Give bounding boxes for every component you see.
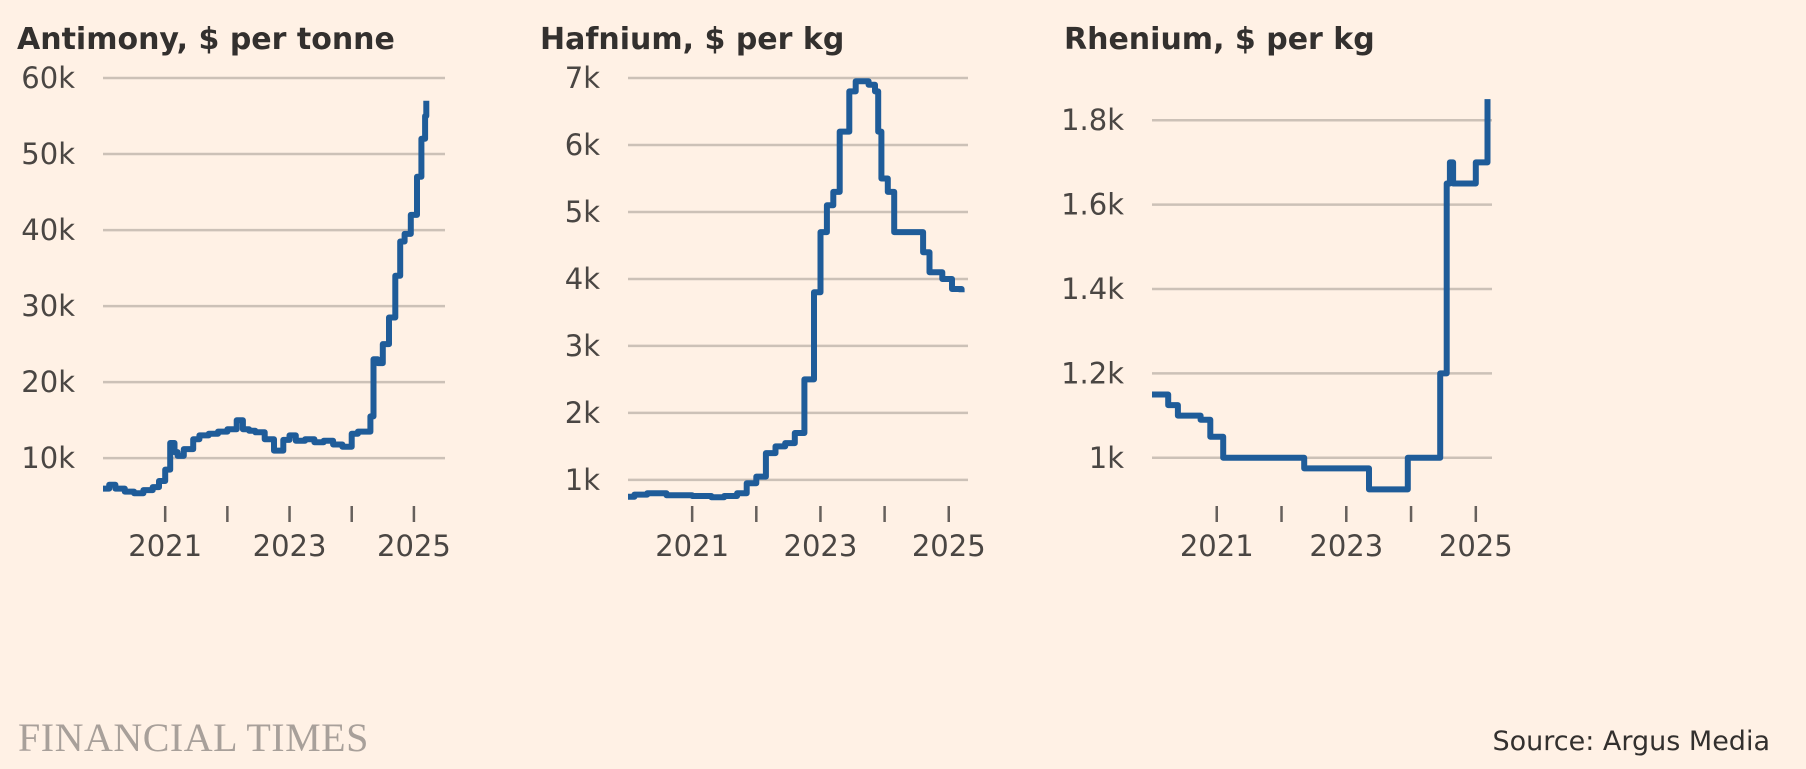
y-tick-label: 50k [21, 137, 75, 171]
rhenium-chart: 1k 1.2k 1.4k 1.6k 1.8k 2021 2023 2025 [1061, 99, 1513, 563]
y-tick-label: 1.6k [1061, 188, 1124, 222]
y-tick-label: 10k [21, 441, 75, 475]
y-tick-label: 20k [21, 365, 75, 399]
y-tick-label: 5k [565, 195, 600, 229]
y-tick-label: 40k [21, 213, 75, 247]
chart-title: Antimony, $ per tonne [17, 22, 395, 57]
y-tick-label: 1k [565, 463, 600, 497]
chart-title: Hafnium, $ per kg [540, 22, 845, 57]
hafnium-chart: 1k 2k 3k 4k 5k 6k 7k 2021 2023 2025 [565, 61, 986, 563]
y-tick-label: 6k [565, 128, 600, 162]
price-series-line [1152, 99, 1491, 493]
y-tick-label: 4k [565, 262, 600, 296]
price-series-line [628, 78, 965, 501]
x-tick-label: 2025 [912, 529, 986, 563]
y-tick-label: 1.8k [1061, 103, 1124, 137]
hafnium-chart-panel: Hafnium, $ per kg 1k 2k 3k 4k 5k 6k 7k 2021 2023… [0, 0, 1100, 600]
y-tick-label: 7k [565, 61, 600, 95]
x-tick-label: 2021 [655, 529, 729, 563]
financial-times-logo: FINANCIAL TIMES [18, 715, 369, 760]
source-note: Source: Argus Media [1492, 726, 1770, 757]
x-tick-label: 2021 [128, 529, 202, 563]
antimony-chart-panel: Antimony, $ per tonne 10k 20k 30k 40k 50k 60k… [0, 0, 520, 600]
y-tick-label: 30k [21, 289, 75, 323]
y-tick-label: 1.4k [1061, 272, 1124, 306]
x-tick-label: 2025 [377, 529, 451, 563]
y-tick-label: 2k [565, 396, 600, 430]
antimony-chart: 10k 20k 30k 40k 50k 60k 2021 2023 2025 [21, 61, 451, 563]
x-tick-label: 2023 [784, 529, 858, 563]
y-tick-label: 1k [1089, 441, 1124, 475]
y-tick-label: 1.2k [1061, 356, 1124, 390]
price-series-line [103, 100, 430, 497]
rhenium-chart-panel: Rhenium, $ per kg 1k 1.2k 1.4k 1.6k 1.8k 2021… [1061, 22, 1513, 563]
y-tick-label: 60k [21, 61, 75, 95]
chart-title: Rhenium, $ per kg [1064, 22, 1375, 57]
x-tick-label: 2023 [253, 529, 327, 563]
y-tick-label: 3k [565, 329, 600, 363]
x-tick-label: 2023 [1309, 529, 1383, 563]
x-tick-label: 2021 [1180, 529, 1254, 563]
x-tick-label: 2025 [1439, 529, 1513, 563]
